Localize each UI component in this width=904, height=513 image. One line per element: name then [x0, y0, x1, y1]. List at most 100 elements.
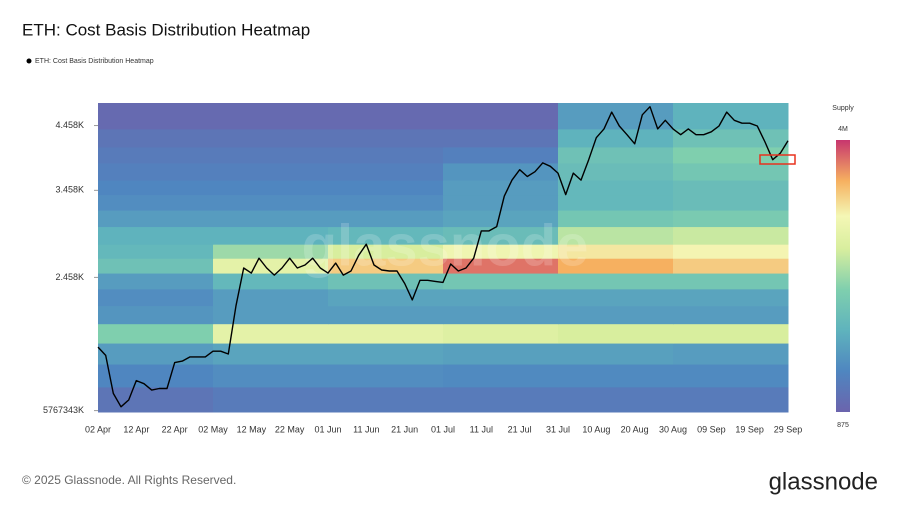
heatmap-cell — [558, 128, 674, 148]
heatmap-cell — [328, 162, 444, 181]
heatmap-cell — [558, 162, 674, 181]
heatmap-cell — [213, 128, 329, 148]
heatmap-cell — [98, 162, 214, 181]
x-tick-label: 09 Sep — [697, 424, 726, 434]
heatmap-cell — [98, 305, 214, 325]
heatmap-cell — [673, 210, 789, 228]
colorbar-tick-label: 4M — [838, 126, 848, 133]
heatmap-cell — [98, 194, 214, 211]
heatmap-cell — [558, 194, 674, 211]
legend-marker — [26, 58, 32, 64]
heatmap-cell — [443, 162, 559, 181]
heatmap-cell — [98, 244, 214, 259]
heatmap-cell — [328, 194, 444, 211]
brand-logo: glassnode — [769, 468, 878, 495]
x-tick-label: 22 May — [275, 424, 305, 434]
heatmap-cell — [328, 343, 444, 365]
legend-label: ETH: Cost Basis Distribution Heatmap — [35, 58, 154, 65]
heatmap-cell — [558, 258, 674, 274]
heatmap-cell — [98, 210, 214, 228]
x-tick-label: 31 Jul — [546, 424, 570, 434]
heatmap-cell — [213, 258, 329, 274]
heatmap-cell — [673, 288, 789, 307]
heatmap-cell — [558, 273, 674, 290]
heatmap-cell — [673, 128, 789, 148]
heatmap-cell — [558, 146, 674, 164]
x-tick-label: 21 Jul — [508, 424, 532, 434]
x-tick-label: 30 Aug — [659, 424, 687, 434]
heatmap-cell — [328, 128, 444, 148]
heatmap-cell — [98, 103, 214, 130]
x-tick-label: 10 Aug — [582, 424, 610, 434]
x-tick-label: 12 Apr — [123, 424, 149, 434]
heatmap-cell — [443, 288, 559, 307]
heatmap-cell — [558, 180, 674, 196]
y-tick-label: 3.458K — [55, 185, 84, 195]
heatmap-cell — [443, 305, 559, 325]
heatmap-cell — [328, 258, 444, 274]
heatmap-cell — [213, 288, 329, 307]
heatmap-cell — [443, 244, 559, 259]
heatmap-cell — [558, 343, 674, 365]
x-tick-label: 11 Jun — [353, 424, 379, 434]
x-tick-label: 19 Sep — [735, 424, 764, 434]
heatmap-cell — [98, 258, 214, 274]
heatmap-cell — [558, 288, 674, 307]
copyright: © 2025 Glassnode. All Rights Reserved. — [22, 473, 236, 487]
x-tick-label: 01 Jun — [314, 424, 341, 434]
heatmap — [98, 103, 789, 413]
heatmap-cell — [443, 343, 559, 365]
heatmap-cell — [558, 244, 674, 259]
heatmap-cell — [673, 226, 789, 245]
x-tick-label: 01 Jul — [431, 424, 455, 434]
x-tick-label: 11 Jul — [470, 424, 493, 434]
heatmap-cell — [98, 386, 214, 413]
heatmap-cell — [443, 194, 559, 211]
heatmap-cell — [443, 273, 559, 290]
heatmap-cell — [443, 180, 559, 196]
heatmap-cell — [673, 305, 789, 325]
heatmap-cell — [98, 180, 214, 196]
highlight-box — [759, 154, 796, 165]
heatmap-cell — [328, 244, 444, 259]
x-tick-label: 22 Apr — [162, 424, 188, 434]
heatmap-cell — [328, 103, 444, 130]
heatmap-cell — [443, 226, 559, 245]
heatmap-cell — [443, 258, 559, 274]
heatmap-cell — [98, 128, 214, 148]
heatmap-cell — [328, 210, 444, 228]
heatmap-cell — [213, 305, 329, 325]
x-tick-label: 02 Apr — [85, 424, 111, 434]
heatmap-cell — [213, 343, 329, 365]
heatmap-cell — [558, 386, 674, 413]
heatmap-cell — [213, 146, 329, 164]
heatmap-cell — [213, 323, 329, 344]
x-tick-label: 29 Sep — [774, 424, 803, 434]
heatmap-cell — [328, 386, 444, 413]
y-tick-label: 5767343K — [43, 405, 84, 415]
colorbar-title: Supply — [832, 105, 854, 112]
heatmap-cell — [328, 273, 444, 290]
heatmap-cell — [213, 180, 329, 196]
heatmap-cell — [213, 386, 329, 413]
x-tick-label: 21 Jun — [391, 424, 418, 434]
colorbar — [836, 140, 850, 412]
heatmap-cell — [673, 244, 789, 259]
heatmap-cell — [328, 323, 444, 344]
heatmap-cell — [443, 146, 559, 164]
watermark: glassnode — [302, 213, 589, 278]
colorbar-tick-label: 875 — [837, 422, 849, 429]
heatmap-cell — [213, 226, 329, 245]
heatmap-cell — [673, 386, 789, 413]
heatmap-cell — [98, 323, 214, 344]
heatmap-cell — [558, 364, 674, 388]
heatmap-cell — [443, 210, 559, 228]
heatmap-cell — [328, 288, 444, 307]
heatmap-cell — [98, 364, 214, 388]
chart-title: ETH: Cost Basis Distribution Heatmap — [22, 20, 310, 39]
y-tick-label: 2.458K — [55, 272, 84, 282]
heatmap-cell — [328, 226, 444, 245]
heatmap-cell — [673, 162, 789, 181]
heatmap-cell — [443, 103, 559, 130]
